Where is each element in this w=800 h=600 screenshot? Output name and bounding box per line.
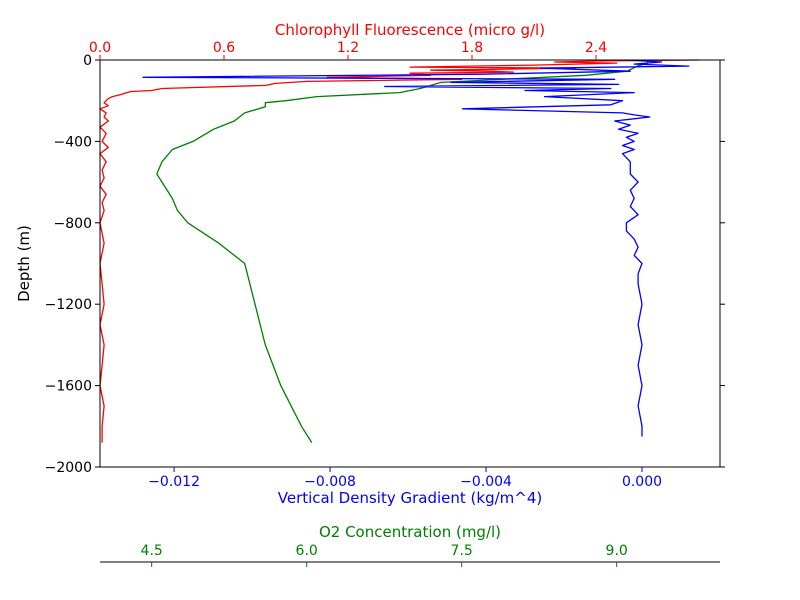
chlorophyll-axis: 0.0 0.6 1.2 1.8 2.4 bbox=[89, 40, 607, 60]
density-tick-label: −0.004 bbox=[460, 474, 512, 490]
density-axis-label: Vertical Density Gradient (kg/m^4) bbox=[278, 489, 542, 507]
o2-tick-label: 4.5 bbox=[141, 543, 163, 559]
density-profile-line bbox=[142, 59, 690, 437]
depth-axis: 0 −400 −800 −1200 −1600 −2000 bbox=[45, 53, 725, 476]
o2-tick-label: 9.0 bbox=[606, 543, 628, 559]
chlorophyll-tick-label: 1.2 bbox=[337, 40, 359, 56]
chlorophyll-tick-label: 1.8 bbox=[461, 40, 483, 56]
y-axis-label: Depth (m) bbox=[15, 225, 33, 302]
chlorophyll-tick-label: 2.4 bbox=[585, 40, 607, 56]
density-tick-label: 0.000 bbox=[622, 474, 662, 490]
o2-tick-label: 7.5 bbox=[451, 543, 473, 559]
density-axis: −0.012 −0.008 −0.004 0.000 bbox=[148, 467, 662, 490]
data-lines bbox=[99, 59, 700, 443]
y-tick-label: −1600 bbox=[45, 379, 92, 395]
o2-axis: 4.5 6.0 7.5 9.0 bbox=[100, 543, 720, 567]
o2-axis-label: O2 Concentration (mg/l) bbox=[319, 523, 501, 541]
o2-tick-label: 6.0 bbox=[296, 543, 318, 559]
y-tick-label: −1200 bbox=[45, 297, 92, 313]
y-tick-label: −400 bbox=[54, 134, 92, 150]
o2-profile-line bbox=[156, 60, 649, 443]
chlorophyll-axis-label: Chlorophyll Fluorescence (micro g/l) bbox=[275, 21, 545, 39]
density-tick-label: −0.012 bbox=[148, 474, 200, 490]
y-tick-label: −2000 bbox=[45, 460, 92, 476]
chlorophyll-tick-label: 0.6 bbox=[213, 40, 235, 56]
y-tick-label: 0 bbox=[83, 53, 92, 69]
plot-frame bbox=[99, 59, 721, 468]
chlorophyll-tick-label: 0.0 bbox=[89, 40, 111, 56]
y-tick-label: −800 bbox=[54, 216, 92, 232]
chl-profile-line bbox=[99, 59, 700, 443]
density-tick-label: −0.008 bbox=[304, 474, 356, 490]
